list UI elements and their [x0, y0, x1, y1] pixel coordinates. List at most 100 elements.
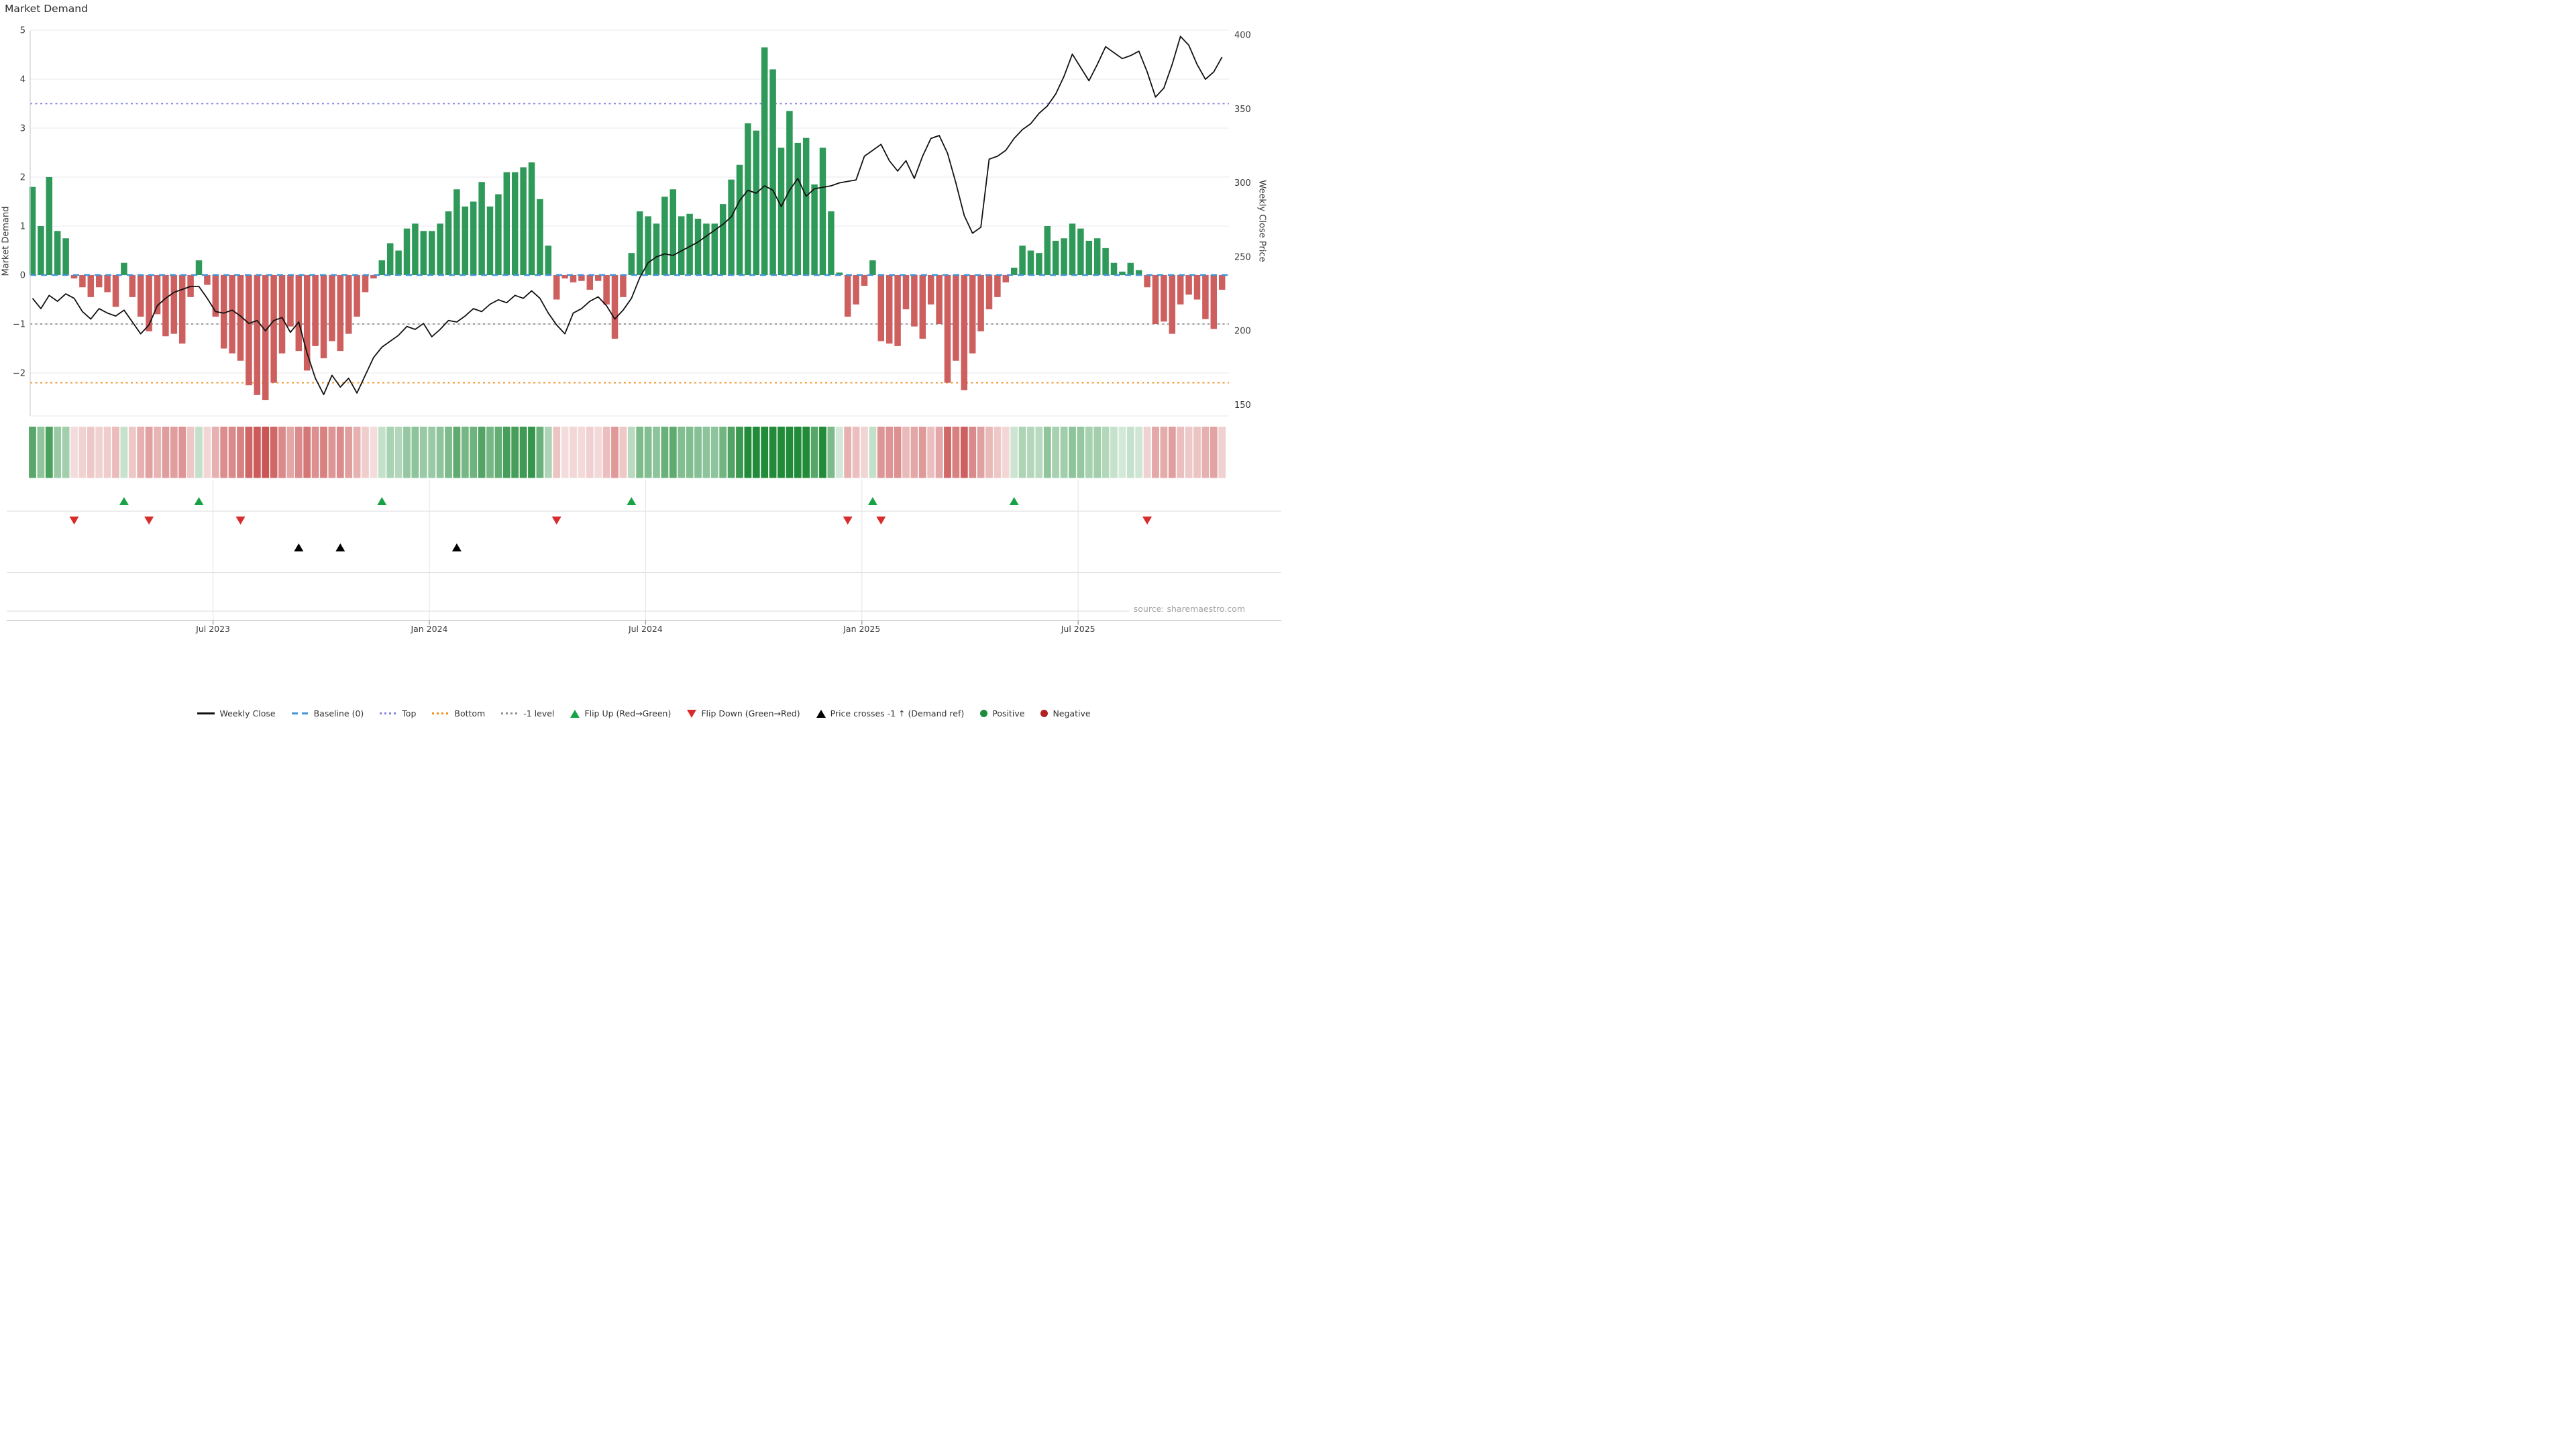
heatmap-cell-negative — [1185, 427, 1193, 478]
demand-bar — [678, 216, 685, 275]
heatmap-cell-negative — [918, 427, 926, 478]
heatmap-cell-negative — [228, 427, 236, 478]
heatmap-cell-negative — [935, 427, 943, 478]
heatmap-cell-negative — [237, 427, 244, 478]
demand-bar — [220, 275, 227, 349]
demand-bar — [603, 275, 610, 305]
demand-bar — [911, 275, 918, 327]
heatmap-cell-positive — [1118, 427, 1126, 478]
heatmap-cell-negative — [852, 427, 860, 478]
demand-bar — [1161, 275, 1167, 322]
demand-bar — [919, 275, 926, 339]
heatmap-cell-positive — [54, 427, 62, 478]
legend-label: Price crosses -1 ↑ (Demand ref) — [830, 708, 965, 718]
heatmap-cell-positive — [378, 427, 386, 478]
demand-bar — [386, 243, 394, 275]
demand-bar — [46, 177, 53, 275]
legend-label: Bottom — [454, 708, 486, 718]
heatmap-cell-positive — [661, 427, 669, 478]
x-axis-tick-labels: Jul 2023 Jan 2024 Jul 2024 Jan 2025 Jul 2025 — [0, 624, 1288, 637]
heatmap-cell-positive — [710, 427, 718, 478]
heatmap-cell-positive — [445, 427, 452, 478]
demand-bar — [628, 253, 635, 275]
demand-bar — [278, 275, 286, 354]
heatmap-cell-positive — [1077, 427, 1085, 478]
flip-up-marker — [867, 497, 877, 505]
demand-bar — [753, 130, 760, 275]
heatmap-cell-positive — [869, 427, 877, 478]
heatmap-cell-positive — [669, 427, 677, 478]
heatmap-cell-positive — [736, 427, 743, 478]
heatmap-cell-negative — [910, 427, 918, 478]
legend-label: Flip Up (Red→Green) — [584, 708, 672, 718]
demand-bar — [1093, 238, 1101, 275]
heatmap-cell-negative — [952, 427, 960, 478]
heatmap-cell-negative — [245, 427, 253, 478]
heatmap-cell-negative — [1152, 427, 1159, 478]
demand-bar — [537, 199, 543, 275]
y-left-tick-label: 4 — [20, 75, 25, 85]
demand-bar — [761, 47, 768, 276]
demand-bar — [819, 148, 826, 275]
demand-bar — [420, 231, 427, 275]
demand-bar — [87, 275, 95, 297]
heatmap-cell-positive — [394, 427, 402, 478]
demand-bar — [1144, 275, 1150, 288]
legend-dot-swatch — [380, 712, 398, 714]
heatmap-cell-positive — [1093, 427, 1102, 478]
flip-down-marker — [1142, 517, 1152, 525]
flip-down-marker — [235, 517, 246, 525]
heatmap-cell-positive — [195, 427, 203, 478]
heatmap-cell-negative — [977, 427, 985, 478]
y-left-tick-label: 5 — [20, 26, 25, 36]
y-left-tick-label: 0 — [20, 271, 25, 281]
legend-label: Weekly Close — [219, 708, 276, 718]
x-tick-label: Jul 2025 — [1061, 624, 1095, 634]
demand-bar — [869, 260, 876, 275]
heatmap-cell-negative — [145, 427, 153, 478]
heatmap-cell-positive — [519, 427, 527, 478]
demand-bar — [794, 142, 802, 275]
heatmap-cell-positive — [528, 427, 535, 478]
price-cross-marker — [451, 543, 462, 551]
legend-circle-swatch — [1040, 710, 1049, 717]
demand-bar — [1202, 275, 1209, 319]
heatmap-cell-positive — [1110, 427, 1118, 478]
demand-bar — [1102, 248, 1109, 275]
legend-label: Flip Down (Green→Red) — [701, 708, 800, 718]
demand-bar — [354, 275, 360, 317]
demand-bar — [1010, 268, 1018, 275]
heatmap-cell-negative — [1210, 427, 1218, 478]
demand-bar — [1052, 240, 1059, 275]
demand-bar — [944, 275, 951, 383]
heatmap-cell-positive — [486, 427, 494, 478]
demand-bar — [79, 275, 86, 288]
heatmap-cell-negative — [1168, 427, 1176, 478]
demand-bar — [777, 148, 785, 275]
y-left-tick-label: −2 — [13, 369, 25, 379]
legend-circle-swatch — [980, 710, 988, 717]
demand-bar — [578, 275, 585, 281]
heatmap-cell-negative — [877, 427, 885, 478]
heatmap-cell-positive — [694, 427, 702, 478]
heatmap-cell-positive — [786, 427, 794, 478]
demand-bar — [370, 275, 377, 279]
heatmap-cell-positive — [37, 427, 45, 478]
demand-bar — [70, 275, 78, 279]
heatmap-cell-positive — [1018, 427, 1026, 478]
demand-bar — [894, 275, 901, 346]
y-right-tick-label: 300 — [1234, 178, 1251, 189]
heatmap-cell-negative — [95, 427, 103, 478]
heatmap-cell-positive — [453, 427, 461, 478]
heatmap-cell-positive — [511, 427, 519, 478]
demand-bar — [295, 275, 303, 352]
heatmap-cell-negative — [178, 427, 186, 478]
demand-bar — [178, 275, 186, 344]
heatmap-cell-negative — [220, 427, 228, 478]
heatmap-cell-negative — [103, 427, 111, 478]
heatmap-cell-negative — [128, 427, 136, 478]
heatmap-cell-negative — [844, 427, 852, 478]
demand-bar — [653, 223, 660, 275]
heatmap-cell-negative — [570, 427, 577, 478]
heatmap-cell-negative — [602, 427, 610, 478]
